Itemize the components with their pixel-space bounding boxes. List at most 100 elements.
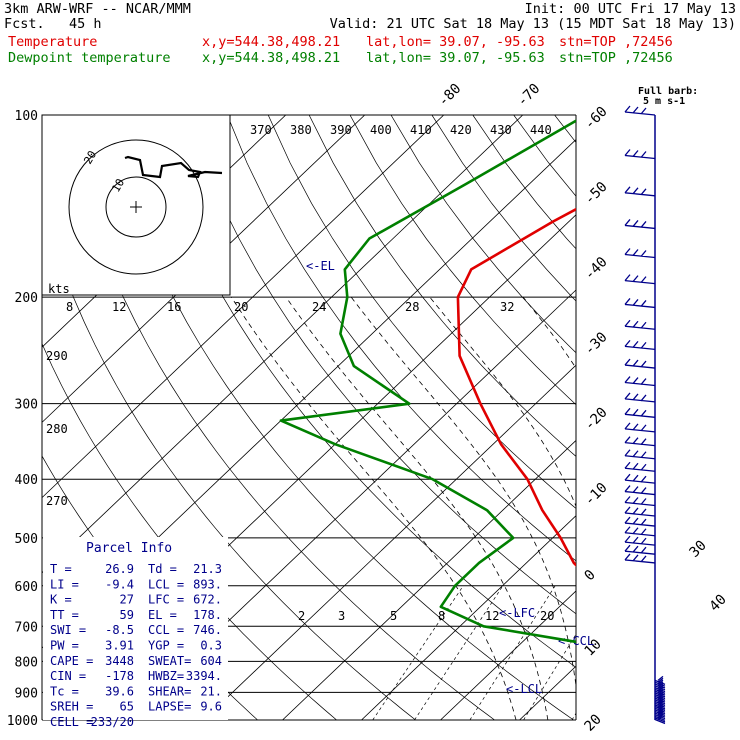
temperature-tick-label: 40 [707,592,730,615]
parcel-info-value: SWEAT= [148,654,191,668]
hodograph-speed-tick: 8 [66,300,73,314]
theta-label: 440 [530,123,552,137]
wind-barb [624,473,656,484]
parcel-info-value: 178. [193,608,222,622]
barb-legend-line2: 5 m s-1 [643,96,685,107]
mixing-ratio-label: 5 [390,609,397,623]
parcel-info-value: 233/20 [91,715,134,729]
mixing-ratio-label: 12 [485,609,499,623]
wind-barb [624,506,656,517]
mixing-ratio-label: 8 [438,609,445,623]
parcel-info-value: 3394. [186,669,222,683]
valid-time: Valid: 21 UTC Sat 18 May 13 (15 MDT Sat … [329,16,736,32]
lfc-marker: <-LFC [499,606,535,620]
wind-barb [624,248,656,259]
wind-barb [624,392,656,403]
mixing-ratio-line [372,585,464,720]
init-time: Init: 00 UTC Fri 17 May 13 [524,1,736,17]
dry-adiabat [267,115,576,509]
dry-adiabat [596,115,740,720]
hodograph-trace [124,155,223,179]
dew-legend-latlon: lat,lon= 39.07, -95.63 [366,50,545,66]
moist-adiabat [707,297,740,720]
theta-label: 400 [370,123,392,137]
temperature-tick-label: -10 [582,480,611,509]
dry-adiabat [308,115,576,457]
temp-legend-latlon: lat,lon= 39.07, -95.63 [366,34,545,50]
isotherm [678,115,740,720]
pressure-tick-label: 900 [15,686,38,701]
moist-adiabat [230,296,517,720]
hodograph-ring-label: 20 [81,149,99,167]
dew-legend-stn: stn=TOP ,72456 [559,50,673,66]
wind-barb [654,714,666,725]
pressure-tick-label: 700 [15,620,38,635]
parcel-info-value: EL = [148,608,177,622]
wind-barb [624,449,656,460]
parcel-info-value: 27 [120,593,134,607]
isotherm [282,439,576,720]
parcel-info-value: 3.91 [105,639,134,653]
temperature-tick-label: 20 [582,711,605,734]
hodograph-speed-tick: 12 [112,300,126,314]
mixing-ratio-label: 3 [338,609,345,623]
dry-adiabat [226,115,576,562]
temperature-tick-label: -40 [582,254,611,283]
parcel-info-value: LFC = [148,593,184,607]
pressure-tick-label: 300 [15,398,38,413]
mixing-ratio-label: 2 [298,609,305,623]
parcel-info-value: LAPSE= [148,700,191,714]
temperature-tick-label: -60 [582,104,611,133]
wind-barb [624,376,656,387]
parcel-info-value: 9.6 [200,700,222,714]
hodograph-speed-tick: 28 [405,300,419,314]
wind-barb [624,186,656,197]
parcel-info-value: 26.9 [105,562,134,576]
hodograph-ring-label: 10 [109,177,127,195]
mixing-ratio-line [469,585,556,720]
wind-barb [624,461,656,472]
wind-barb [624,105,656,116]
theta-label: 420 [450,123,472,137]
wind-barb [624,516,656,527]
wind-barb [624,535,656,546]
moist-adiabat [429,296,576,508]
dry-adiabat [718,115,740,720]
wind-barb [624,319,656,330]
isotherm [361,515,576,720]
wind-barb [624,219,656,230]
wind-barb [624,553,656,564]
dry-adiabat [63,115,495,720]
dew-legend-label: Dewpoint temperature [8,50,171,66]
isotherm [42,115,366,423]
parcel-info-value: YGP = [148,639,184,653]
temp-legend-xy: x,y=544.38,498.21 [202,34,341,50]
parcel-info-value: -8.5 [105,623,134,637]
parcel-info-value: HWBZ= [148,669,184,683]
dry-adiabat [677,115,740,720]
pressure-tick-label: 100 [15,109,38,124]
isotherm [203,364,576,720]
parcel-info-value: T = [50,562,72,576]
theta-label: 280 [46,422,68,436]
theta-label: 290 [46,349,68,363]
hodograph-speed-tick: 32 [500,300,514,314]
mixing-ratio-line [571,712,576,720]
isotherm [42,115,445,499]
wind-barb [624,339,656,351]
pressure-tick-label: 600 [15,580,38,595]
hodograph-ring [68,139,204,275]
isotherm [440,590,576,720]
parcel-info-value: 39.6 [105,684,134,698]
temperature-tick-label: -80 [435,81,464,110]
isotherm [599,115,740,720]
theta-label: 430 [490,123,512,137]
wind-barb [624,149,656,160]
dewpoint-profile [279,119,576,644]
parcel-info-value: CCL = [148,623,184,637]
parcel-info-value: 3448 [105,654,134,668]
mixing-ratio-label: 20 [540,609,554,623]
pressure-tick-label: 200 [15,291,38,306]
parcel-info-value: 21.3 [193,562,222,576]
